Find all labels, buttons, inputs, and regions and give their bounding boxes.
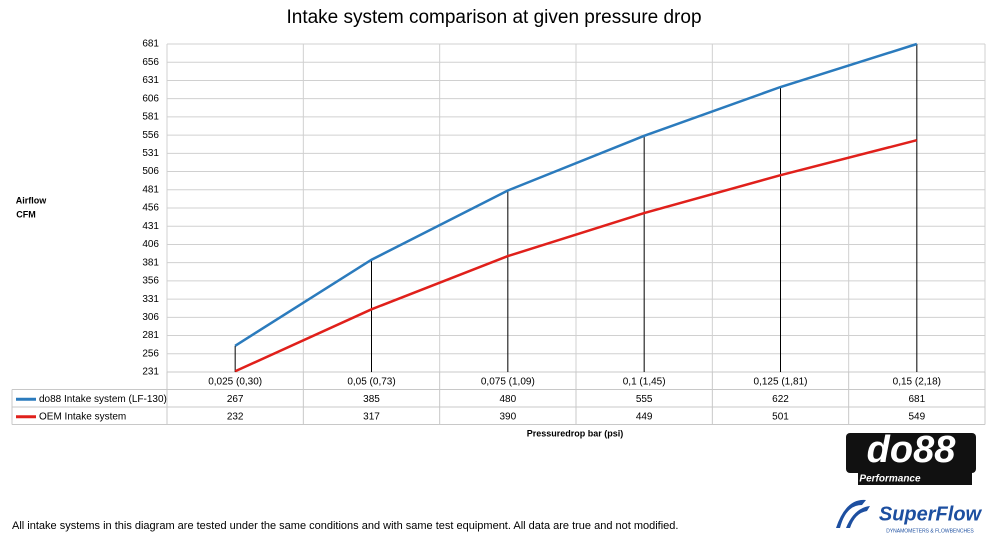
table-value: 555 xyxy=(636,394,653,405)
x-tick-label: 0,15 (2,18) xyxy=(893,376,941,387)
table-value: 317 xyxy=(363,411,380,422)
y-tick-label: 631 xyxy=(142,75,159,86)
y-tick-label: 381 xyxy=(142,257,159,268)
x-tick-label: 0,05 (0,73) xyxy=(347,376,395,387)
table-value: 385 xyxy=(363,394,380,405)
y-tick-label: 256 xyxy=(142,348,159,359)
table-value: 622 xyxy=(772,394,789,405)
legend-label: OEM Intake system xyxy=(39,411,126,422)
y-tick-label: 331 xyxy=(142,294,159,305)
logo-text: do88 xyxy=(867,429,957,471)
logo-subtext: DYNAMOMETERS & FLOWBENCHES xyxy=(886,528,974,534)
footnote: All intake systems in this diagram are t… xyxy=(12,520,678,532)
table-value: 681 xyxy=(908,394,925,405)
do88-logo: do88 Performance xyxy=(846,429,976,485)
y-tick-label: 356 xyxy=(142,276,159,287)
chart-title: Intake system comparison at given pressu… xyxy=(286,7,701,28)
y-tick-label: 506 xyxy=(142,166,159,177)
logo-swoosh xyxy=(836,499,870,528)
y-tick-label: 306 xyxy=(142,312,159,323)
series-line xyxy=(234,139,918,373)
x-tick-label: 0,1 (1,45) xyxy=(623,376,666,387)
y-tick-label: 406 xyxy=(142,239,159,250)
logo-text: SuperFlow xyxy=(879,503,983,525)
superflow-logo: SuperFlow DYNAMOMETERS & FLOWBENCHES xyxy=(836,499,983,534)
y-tick-label: 606 xyxy=(142,93,159,104)
y-tick-label: 581 xyxy=(142,112,159,123)
logo-box xyxy=(846,433,976,473)
y-axis-label: Airflow xyxy=(16,195,47,205)
y-tick-label: 231 xyxy=(142,367,159,378)
y-tick-label: 681 xyxy=(142,39,159,50)
legend-label: do88 Intake system (LF-130) xyxy=(39,394,167,405)
y-axis-label: CFM xyxy=(16,209,36,219)
x-tick-label: 0,125 (1,81) xyxy=(754,376,808,387)
y-tick-label: 481 xyxy=(142,184,159,195)
table-value: 267 xyxy=(227,394,244,405)
y-tick-label: 556 xyxy=(142,130,159,141)
y-tick-label: 531 xyxy=(142,148,159,159)
table-value: 480 xyxy=(499,394,516,405)
y-tick-label: 281 xyxy=(142,330,159,341)
table-value: 501 xyxy=(772,411,789,422)
logo-subtext: Performance xyxy=(859,474,921,485)
x-axis-label: Pressuredrop bar (psi) xyxy=(527,428,624,438)
x-tick-label: 0,075 (1,09) xyxy=(481,376,535,387)
series-line xyxy=(234,42,918,347)
x-tick-label: 0,025 (0,30) xyxy=(208,376,262,387)
y-tick-label: 656 xyxy=(142,57,159,68)
table-value: 449 xyxy=(636,411,653,422)
table-value: 549 xyxy=(908,411,925,422)
logo-box xyxy=(858,472,972,485)
y-tick-label: 431 xyxy=(142,221,159,232)
table-value: 390 xyxy=(499,411,516,422)
y-tick-label: 456 xyxy=(142,203,159,214)
table-value: 232 xyxy=(227,411,244,422)
